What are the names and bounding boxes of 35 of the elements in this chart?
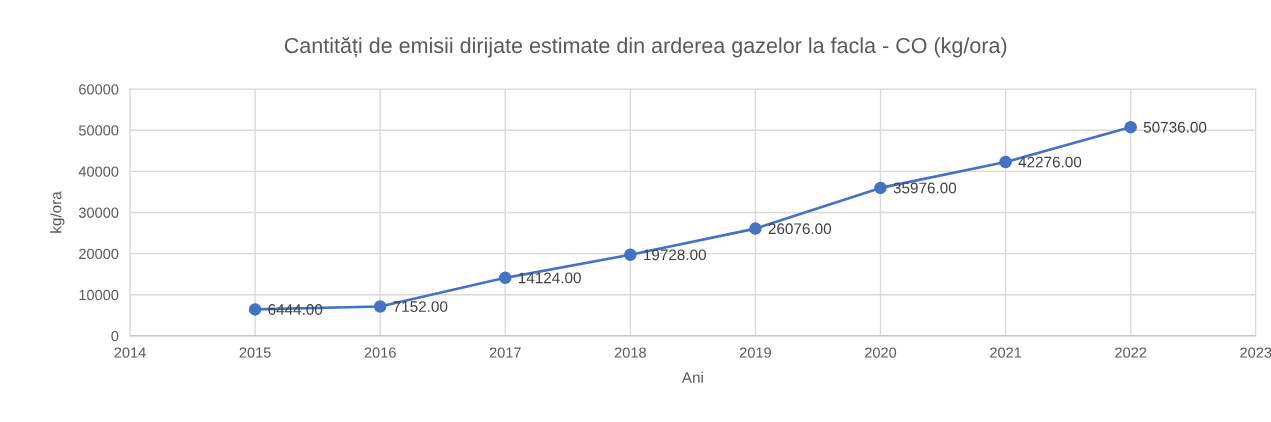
x-tick-label: 2015 bbox=[239, 347, 271, 358]
x-tick-label: 2018 bbox=[614, 347, 646, 358]
y-tick-label: 10000 bbox=[79, 289, 119, 301]
point bbox=[248, 303, 262, 316]
data-label: 42276.00 bbox=[1018, 156, 1082, 168]
y-tick-label: 50000 bbox=[78, 125, 119, 136]
point bbox=[749, 222, 762, 235]
x-axis-title: Ani bbox=[681, 371, 703, 383]
data-label: 35976.00 bbox=[893, 182, 957, 194]
x-tick-label: 2019 bbox=[739, 347, 771, 358]
y-tick-label: 60000 bbox=[79, 84, 119, 95]
point bbox=[999, 155, 1012, 169]
point bbox=[373, 300, 387, 313]
y-tick-label: 40000 bbox=[78, 166, 119, 177]
y-axis-title: kg/ora bbox=[50, 191, 65, 233]
x-tick-label: 2014 bbox=[114, 347, 146, 358]
point bbox=[499, 271, 512, 285]
y-tick-label: 20000 bbox=[79, 248, 119, 260]
data-label: 7152.00 bbox=[393, 301, 448, 312]
point bbox=[874, 181, 887, 195]
x-tick-label: 2017 bbox=[489, 347, 521, 358]
y-tick-label: 0 bbox=[111, 331, 119, 342]
x-tick-label: 2021 bbox=[990, 347, 1022, 358]
x-tick-label: 2023 bbox=[1240, 347, 1271, 358]
x-tick-label: 2020 bbox=[865, 347, 897, 358]
data-label: 26076.00 bbox=[768, 223, 832, 235]
x-tick-label: 2016 bbox=[364, 347, 396, 358]
data-label: 50736.00 bbox=[1143, 121, 1207, 133]
data-label: 14124.00 bbox=[518, 272, 581, 284]
point bbox=[624, 248, 637, 261]
point bbox=[1124, 120, 1137, 134]
data-label: 19728.00 bbox=[644, 249, 706, 261]
chart-title: Cantități de emisii dirijate estimate din arderea gazelor la facla - CO (kg/ora) bbox=[284, 37, 1007, 58]
y-tick-label: 30000 bbox=[78, 207, 119, 218]
x-tick-label: 2022 bbox=[1115, 347, 1147, 358]
